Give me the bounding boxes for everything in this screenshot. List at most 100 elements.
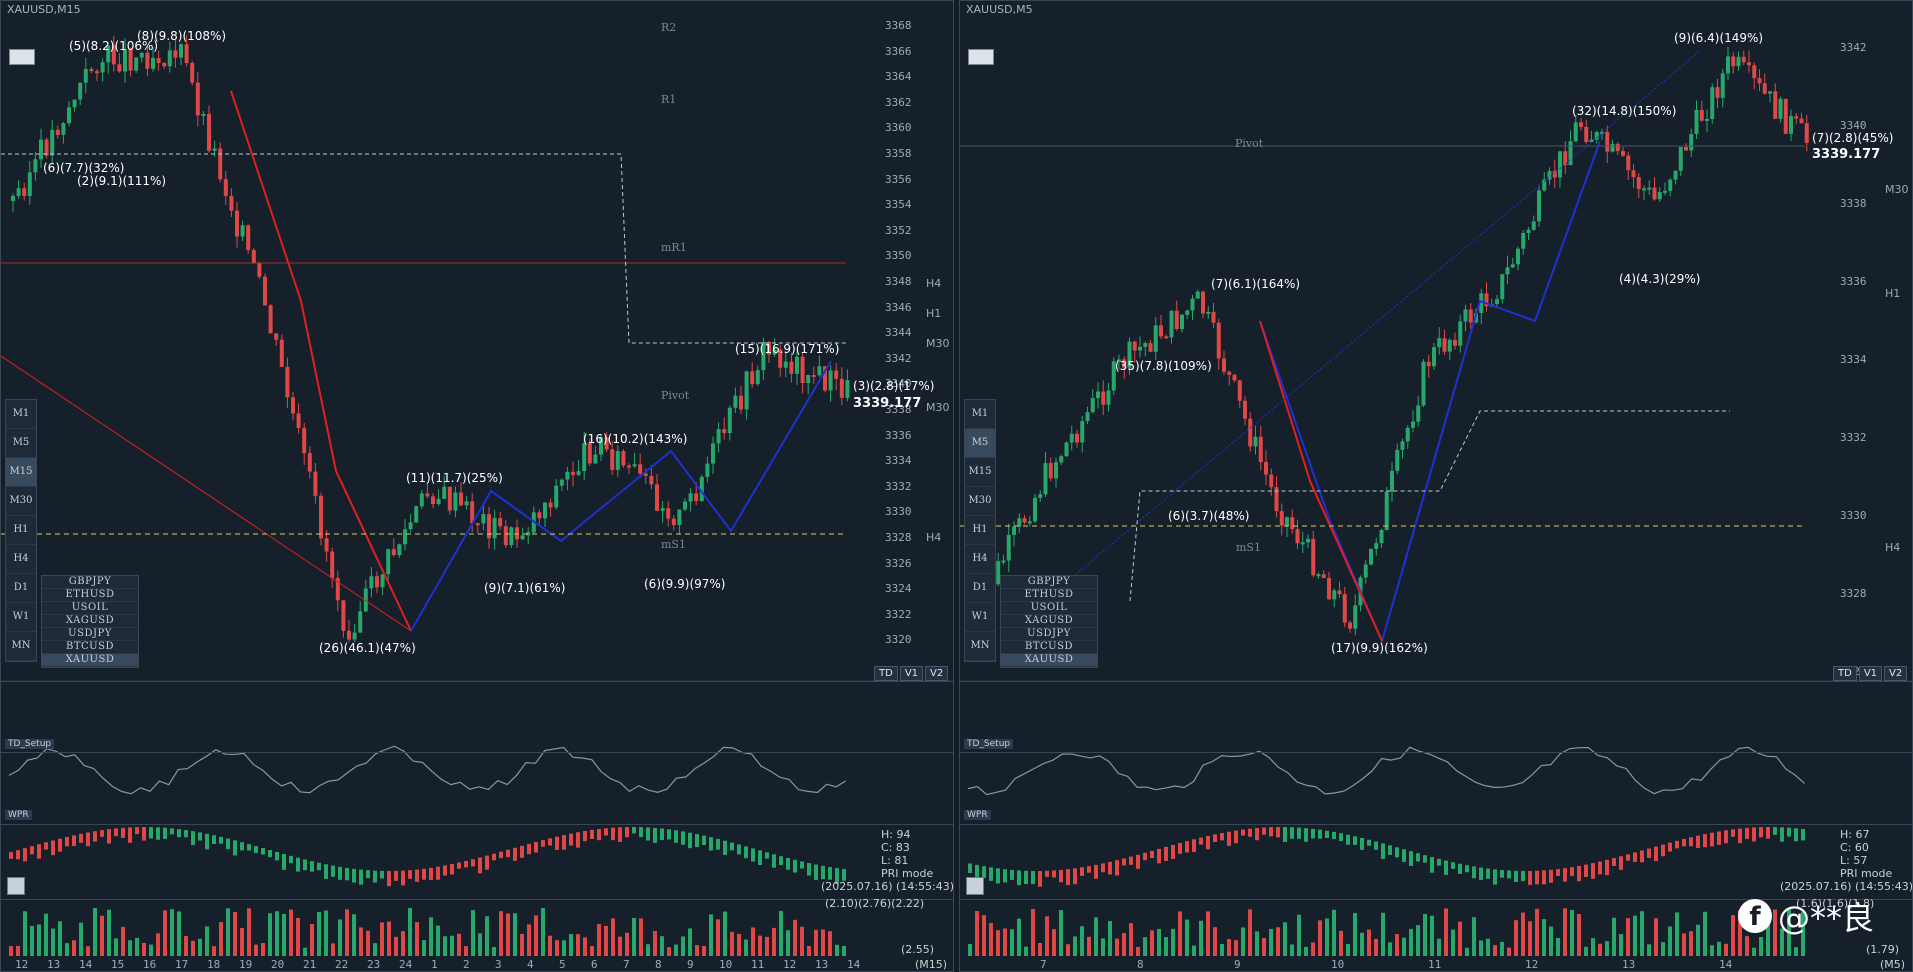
wpr-bar — [702, 835, 706, 846]
candle-body — [397, 544, 402, 556]
pane-separator[interactable] — [1, 899, 953, 900]
tf-mn-button[interactable]: MN — [6, 632, 36, 661]
symbol-item[interactable]: USOIL — [1001, 602, 1097, 615]
wpr-bar — [737, 844, 741, 855]
wave-annotation: (7)(6.1)(164%) — [1211, 277, 1301, 291]
price-chart-canvas[interactable] — [960, 1, 1913, 972]
candle-body — [111, 45, 116, 65]
candle-body — [1211, 311, 1216, 323]
symbol-item[interactable]: XAUUSD — [1001, 654, 1097, 667]
symbol-item[interactable]: XAGUSD — [1001, 615, 1097, 628]
volume-bar — [1185, 919, 1189, 956]
td-button[interactable]: TD — [874, 666, 898, 681]
symbol-item[interactable]: XAUUSD — [42, 654, 138, 667]
pane-separator[interactable] — [1, 752, 953, 753]
candle-body — [604, 437, 609, 450]
volume-bar — [184, 935, 188, 956]
symbol-item[interactable]: BTCUSD — [1001, 641, 1097, 654]
pane-separator[interactable] — [960, 752, 1912, 753]
pane-separator[interactable] — [1, 824, 953, 825]
tf-d1-button[interactable]: D1 — [6, 574, 36, 603]
price-tick-label: 3348 — [885, 275, 912, 288]
td-v-buttons: TD V1 V2 — [1833, 666, 1908, 681]
td-button[interactable]: TD — [1833, 666, 1857, 681]
tf-h4-button[interactable]: H4 — [6, 545, 36, 574]
volume-bar — [352, 914, 356, 956]
symbol-item[interactable]: USOIL — [42, 602, 138, 615]
candle-body — [1153, 325, 1158, 352]
volume-bar — [142, 942, 146, 956]
time-tick-label: 12 — [783, 958, 797, 971]
tf-w1-button[interactable]: W1 — [6, 603, 36, 632]
candle-body — [1495, 299, 1499, 304]
tf-d1-button[interactable]: D1 — [965, 574, 995, 603]
symbol-item[interactable]: USDJPY — [1001, 628, 1097, 641]
tf-w1-button[interactable]: W1 — [965, 603, 995, 632]
volume-bar — [842, 945, 846, 956]
tf-m1-button[interactable]: M1 — [965, 400, 995, 429]
tf-m30-button[interactable]: M30 — [965, 487, 995, 516]
tf-h1-button[interactable]: H1 — [965, 516, 995, 545]
volume-bar — [457, 933, 461, 956]
candle-body — [55, 129, 60, 135]
candle-body — [1001, 560, 1006, 563]
tf-mn-button[interactable]: MN — [965, 632, 995, 661]
v1-button[interactable]: V1 — [899, 666, 924, 681]
wpr-bar — [429, 867, 433, 881]
candle-body — [823, 366, 827, 391]
volume-bar — [1710, 945, 1714, 956]
candle-body — [1678, 146, 1683, 171]
wpr-bar — [1073, 868, 1077, 885]
price-chart-canvas[interactable] — [1, 1, 954, 972]
candle-body — [403, 529, 407, 545]
time-tick-label: 14 — [1719, 958, 1733, 971]
symbol-item[interactable]: USDJPY — [42, 628, 138, 641]
chart-menu-icon[interactable] — [9, 49, 35, 65]
volume-bar — [268, 913, 272, 956]
wpr-bar — [1269, 827, 1273, 837]
wpr-bar — [1724, 830, 1728, 844]
wpr-bar — [1255, 828, 1259, 841]
pane-separator[interactable] — [1, 681, 953, 682]
v2-button[interactable]: V2 — [1884, 666, 1908, 681]
symbol-item[interactable]: XAGUSD — [42, 615, 138, 628]
tf-m5-button[interactable]: M5 — [6, 429, 36, 458]
wpr-bar — [1486, 868, 1490, 879]
wpr-mode: PRI mode — [881, 867, 934, 880]
wpr-bar — [1500, 870, 1504, 878]
tf-h4-button[interactable]: H4 — [965, 545, 995, 574]
symbol-item[interactable]: GBPJPY — [42, 576, 138, 589]
v2-button[interactable]: V2 — [925, 666, 949, 681]
settings-corner-button[interactable] — [966, 877, 984, 895]
wpr-bar — [1346, 834, 1350, 845]
tf-m15-button[interactable]: M15 — [6, 458, 36, 487]
chart-window-left[interactable]: XAUUSD,M15 3368 3366 3364 3362 3360 3358 3356 3… — [0, 0, 954, 972]
v1-button[interactable]: V1 — [1858, 666, 1883, 681]
pane-separator[interactable] — [960, 824, 1912, 825]
tf-m1-button[interactable]: M1 — [6, 400, 36, 429]
candle-body — [229, 195, 234, 211]
pane-separator[interactable] — [960, 899, 1912, 900]
tf-m5-button[interactable]: M5 — [965, 429, 995, 458]
tf-m30-button[interactable]: M30 — [6, 487, 36, 516]
chart-window-right[interactable]: XAUUSD,M5 3342 3340 3338 3336 3334 3332 3330 33… — [959, 0, 1913, 972]
volume-bar — [233, 911, 237, 956]
candle-body — [1027, 521, 1032, 524]
symbol-item[interactable]: GBPJPY — [1001, 576, 1097, 589]
pane-separator[interactable] — [960, 681, 1912, 682]
volume-bar — [723, 911, 727, 956]
tf-h1-button[interactable]: H1 — [6, 516, 36, 545]
symbol-item[interactable]: ETHUSD — [42, 589, 138, 602]
candle-body — [716, 429, 721, 444]
volume-value: (1.79) — [1866, 943, 1900, 956]
wpr-bar — [1423, 855, 1427, 863]
symbol-item[interactable]: BTCUSD — [42, 641, 138, 654]
wpr-bar — [1668, 842, 1672, 852]
chart-menu-icon[interactable] — [968, 49, 994, 65]
settings-corner-button[interactable] — [7, 877, 25, 895]
candle-body — [363, 588, 368, 612]
tf-m15-button[interactable]: M15 — [965, 458, 995, 487]
symbol-item[interactable]: ETHUSD — [1001, 589, 1097, 602]
volume-bar — [16, 945, 20, 956]
wpr-bar — [324, 864, 328, 879]
